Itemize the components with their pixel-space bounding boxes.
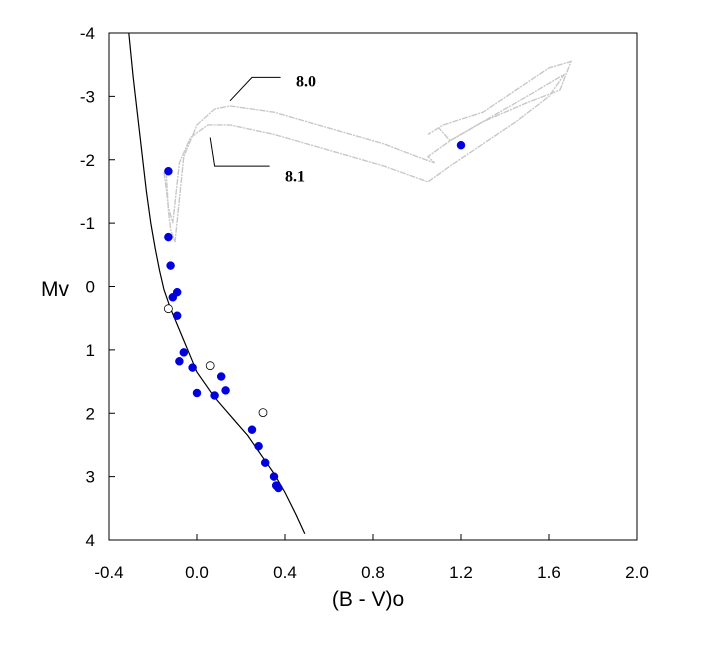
y-tick-label: -3 <box>80 87 95 106</box>
data-point-filled <box>274 483 283 493</box>
data-point-open <box>205 361 215 371</box>
x-tick-label: 1.6 <box>537 563 561 582</box>
zams-line <box>128 32 306 534</box>
y-tick-label: 1 <box>86 341 95 360</box>
isochrone-8.1 <box>163 73 565 224</box>
data-point-filled <box>175 357 184 366</box>
x-tick-label: 0.4 <box>273 563 297 582</box>
curves <box>128 32 573 534</box>
y-tick-label: 4 <box>86 531 95 550</box>
x-tick-label: -0.4 <box>94 563 123 582</box>
data-point-filled <box>172 311 182 320</box>
data-point-filled <box>260 458 270 467</box>
y-tick-label: -1 <box>80 214 95 233</box>
y-tick-label: 2 <box>86 404 95 423</box>
leader-line-8-1 <box>209 137 270 167</box>
y-tick-label: -2 <box>80 151 95 170</box>
data-point-filled <box>166 261 175 270</box>
data-point-open <box>163 304 173 314</box>
x-axis-title: (B - V)o <box>332 588 404 611</box>
data-point-filled <box>269 472 279 481</box>
data-point-filled <box>210 391 219 400</box>
data-point-filled <box>172 287 182 297</box>
isochrone-8.0 <box>165 60 573 243</box>
data-point-filled <box>164 166 173 176</box>
x-axis-ticks: -0.4 0.0 0.4 0.8 1.2 1.6 2.0 <box>94 534 649 582</box>
y-tick-label: 3 <box>86 468 95 487</box>
isochrone-labels: 8.0 8.1 <box>209 74 316 186</box>
x-tick-label: 0.0 <box>185 563 209 582</box>
data-point-open <box>258 408 268 418</box>
y-tick-label: -4 <box>80 24 95 43</box>
y-axis-ticks: -4 -3 -2 -1 0 1 2 3 4 <box>80 24 115 550</box>
x-tick-label: 0.8 <box>361 563 385 582</box>
data-point-filled <box>192 388 202 398</box>
data-point-filled <box>188 363 197 372</box>
leader-line-8-0 <box>229 76 281 102</box>
data-points <box>163 140 466 493</box>
x-tick-label: 2.0 <box>625 563 649 582</box>
data-point-filled <box>247 425 257 434</box>
data-point-filled <box>179 348 189 357</box>
y-tick-label: 0 <box>86 278 95 297</box>
isochrone-label-8-1: 8.1 <box>285 169 305 186</box>
data-point-filled <box>456 140 466 150</box>
data-point-filled <box>164 232 173 242</box>
isochrone-label-8-0: 8.0 <box>296 74 316 91</box>
y-axis-title: Mv <box>41 278 69 301</box>
data-point-filled <box>254 441 263 451</box>
data-point-filled <box>221 386 230 395</box>
x-tick-label: 1.2 <box>449 563 473 582</box>
data-point-filled <box>216 372 226 381</box>
plot-frame <box>108 32 638 541</box>
